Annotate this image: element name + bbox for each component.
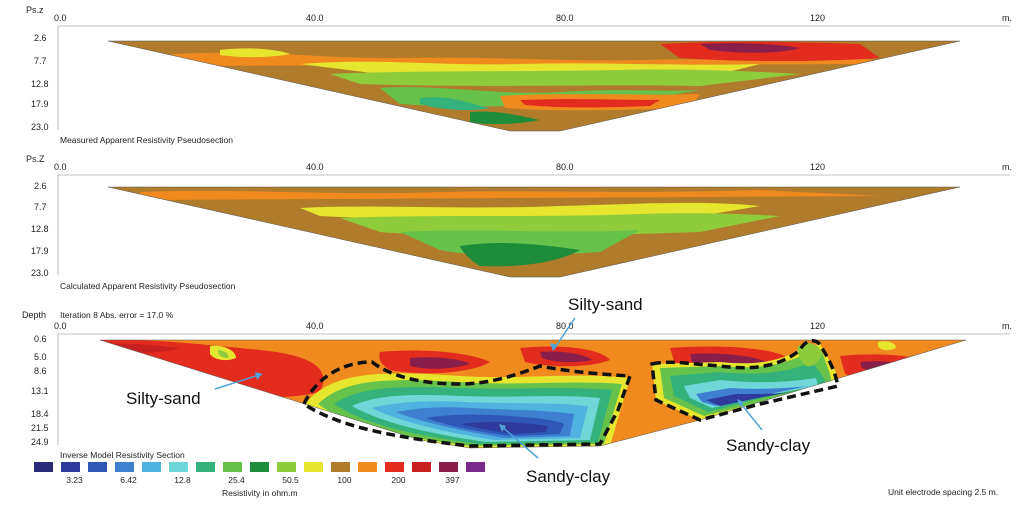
inverse-y-tick-5: 21.5 xyxy=(31,423,49,433)
calculated-y-tick-4: 23.0 xyxy=(31,268,49,278)
calculated-caption: Calculated Apparent Resistivity Pseudose… xyxy=(60,281,236,291)
calculated-y-axis-label: Ps.Z xyxy=(26,154,45,164)
measured-x-tick-0: 0.0 xyxy=(54,13,67,23)
electrode-spacing-text: Unit electrode spacing 2.5 m. xyxy=(888,487,998,497)
legend-tick-label-1: 6.42 xyxy=(120,475,137,485)
inverse-panel: Depth Iteration 8 Abs. error = 17.0 % 0.… xyxy=(22,310,1012,460)
measured-y-tick-0: 2.6 xyxy=(34,33,47,43)
legend-swatch-15 xyxy=(439,462,458,472)
annotation-label-sandy-clay-1: Sandy-clay xyxy=(526,467,611,486)
legend-swatch-1 xyxy=(61,462,80,472)
inverse-x-tick-2: 80.0 xyxy=(556,321,574,331)
annotation-arrowhead-sandy-clay-1 xyxy=(499,424,506,432)
legend-swatch-14 xyxy=(412,462,431,472)
inverse-x-tick-1: 40.0 xyxy=(306,321,324,331)
annotation-arrow-silty-sand-1 xyxy=(214,373,263,390)
inverse-y-tick-4: 18.4 xyxy=(31,409,49,419)
annotation-arrow-sandy-clay-1 xyxy=(499,424,539,459)
calculated-y-tick-2: 12.8 xyxy=(31,224,49,234)
calculated-y-tick-3: 17.9 xyxy=(31,246,49,256)
calculated-x-tick-2: 80.0 xyxy=(556,162,574,172)
calculated-x-tick-1: 40.0 xyxy=(306,162,324,172)
measured-y-tick-4: 23.0 xyxy=(31,122,49,132)
inverse-section xyxy=(99,339,967,449)
inverse-y-tick-1: 5.0 xyxy=(34,352,47,362)
legend-swatch-16 xyxy=(466,462,485,472)
calculated-x-unit: m. xyxy=(1002,162,1012,172)
measured-y-tick-1: 7.7 xyxy=(34,56,47,66)
measured-section xyxy=(107,40,961,132)
measured-caption: Measured Apparent Resistivity Pseudosect… xyxy=(60,135,233,145)
inverse-y-axis-label: Depth xyxy=(22,310,46,320)
legend-swatch-0 xyxy=(34,462,53,472)
legend-swatch-10 xyxy=(304,462,323,472)
sandy-clay-boundary-left xyxy=(301,360,633,448)
inverse-x-tick-0: 0.0 xyxy=(54,321,67,331)
annotation-label-silty-sand-1: Silty-sand xyxy=(126,389,201,408)
calculated-y-tick-1: 7.7 xyxy=(34,202,47,212)
inverse-x-unit: m. xyxy=(1002,321,1012,331)
annotations: Silty-sand Silty-sand Sandy-clay Sandy-c… xyxy=(126,295,811,486)
measured-x-tick-3: 120 xyxy=(810,13,825,23)
legend-swatch-9 xyxy=(277,462,296,472)
inverse-y-tick-3: 13.1 xyxy=(31,386,49,396)
legend-tick-label-0: 3.23 xyxy=(66,475,83,485)
annotation-arrow-sandy-clay-2 xyxy=(737,399,763,431)
annotation-arrowhead-silty-sand-2 xyxy=(550,343,558,351)
inverse-x-tick-3: 120 xyxy=(810,321,825,331)
calculated-panel: Ps.Z 0.0 40.0 80.0 120 m. 2.6 7.7 12.8 1… xyxy=(26,154,1012,291)
legend-swatch-6 xyxy=(196,462,215,472)
calculated-x-tick-0: 0.0 xyxy=(54,162,67,172)
inverse-y-tick-2: 8.6 xyxy=(34,366,47,376)
annotation-label-silty-sand-2: Silty-sand xyxy=(568,295,643,314)
measured-y-tick-3: 17.9 xyxy=(31,99,49,109)
measured-x-tick-1: 40.0 xyxy=(306,13,324,23)
legend-title: Resistivity in ohm.m xyxy=(222,488,298,498)
legend-swatch-13 xyxy=(385,462,404,472)
calculated-x-tick-3: 120 xyxy=(810,162,825,172)
measured-y-tick-2: 12.8 xyxy=(31,79,49,89)
measured-x-unit: m. xyxy=(1002,13,1012,23)
iteration-text: Iteration 8 Abs. error = 17.0 % xyxy=(60,310,174,320)
measured-x-tick-2: 80.0 xyxy=(556,13,574,23)
legend-swatch-11 xyxy=(331,462,350,472)
inverse-y-tick-6: 24.9 xyxy=(31,437,49,447)
legend-tick-label-2: 12.8 xyxy=(174,475,191,485)
measured-y-axis-label: Ps.z xyxy=(26,5,44,15)
legend-swatch-4 xyxy=(142,462,161,472)
legend-tick-label-3: 25.4 xyxy=(228,475,245,485)
annotation-arrowhead-silty-sand-1 xyxy=(255,372,262,380)
legend-tick-label-7: 397 xyxy=(445,475,459,485)
legend-tick-label-5: 100 xyxy=(337,475,351,485)
legend-swatch-7 xyxy=(223,462,242,472)
legend-swatches xyxy=(34,462,485,472)
legend-swatch-2 xyxy=(88,462,107,472)
inverse-y-tick-0: 0.6 xyxy=(34,334,47,344)
legend-swatch-5 xyxy=(169,462,188,472)
annotation-arrowhead-sandy-clay-2 xyxy=(737,399,744,407)
calculated-section xyxy=(107,186,961,278)
legend-tick-label-4: 50.5 xyxy=(282,475,299,485)
measured-panel: Ps.z 0.0 40.0 80.0 120 m. 2.6 7.7 12.8 1… xyxy=(26,5,1012,145)
annotation-label-sandy-clay-2: Sandy-clay xyxy=(726,436,811,455)
legend-tick-label-6: 200 xyxy=(391,475,405,485)
calculated-y-tick-0: 2.6 xyxy=(34,181,47,191)
legend-swatch-12 xyxy=(358,462,377,472)
legend-tick-labels: 3.23 6.42 12.8 25.4 50.5 100 200 397 xyxy=(66,475,460,485)
sandy-clay-boundary-right xyxy=(650,339,841,422)
annotation-arrow-silty-sand-2 xyxy=(553,317,576,350)
inverse-caption: Inverse Model Resistivity Section xyxy=(60,450,185,460)
legend-swatch-8 xyxy=(250,462,269,472)
legend-swatch-3 xyxy=(115,462,134,472)
